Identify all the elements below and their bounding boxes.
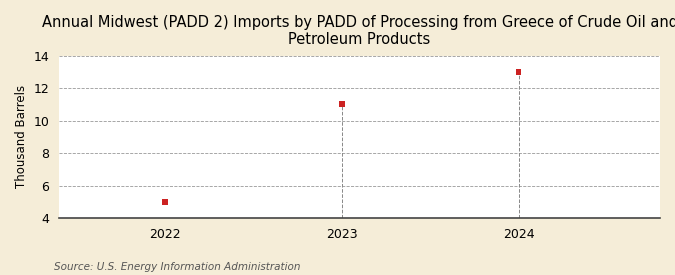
Point: [337, 102, 348, 106]
Point: [160, 200, 171, 204]
Point: [513, 70, 524, 74]
Y-axis label: Thousand Barrels: Thousand Barrels: [15, 85, 28, 188]
Text: Source: U.S. Energy Information Administration: Source: U.S. Energy Information Administ…: [54, 262, 300, 272]
Title: Annual Midwest (PADD 2) Imports by PADD of Processing from Greece of Crude Oil a: Annual Midwest (PADD 2) Imports by PADD …: [42, 15, 675, 47]
